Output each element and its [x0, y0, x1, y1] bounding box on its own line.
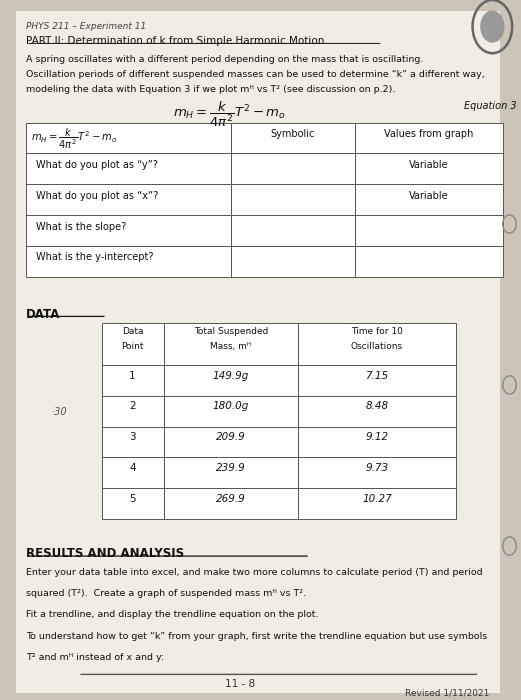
Bar — [164, 488, 298, 519]
Text: Point: Point — [121, 342, 144, 351]
Bar — [355, 122, 503, 153]
Text: To understand how to get “k” from your graph, first write the trendline equation: To understand how to get “k” from your g… — [26, 632, 487, 641]
Bar — [102, 488, 164, 519]
Bar — [298, 426, 456, 457]
Text: 180.0g: 180.0g — [213, 401, 249, 412]
Text: 1: 1 — [129, 370, 136, 381]
Text: 149.9g: 149.9g — [213, 370, 249, 381]
Bar — [164, 457, 298, 488]
Bar — [26, 153, 231, 184]
Text: squared (T²).  Create a graph of suspended mass mᴴ vs T².: squared (T²). Create a graph of suspende… — [26, 589, 306, 598]
Text: A spring oscillates with a different period depending on the mass that is oscill: A spring oscillates with a different per… — [26, 55, 424, 64]
Text: ·30: ·30 — [52, 407, 68, 416]
Text: 2: 2 — [129, 401, 136, 412]
Bar — [26, 246, 231, 276]
Text: Oscillations: Oscillations — [351, 342, 403, 351]
Text: 269.9: 269.9 — [216, 494, 246, 504]
Text: $m_H = \dfrac{k}{4\pi^2}T^2 - m_o$: $m_H = \dfrac{k}{4\pi^2}T^2 - m_o$ — [173, 99, 286, 129]
Text: 4: 4 — [129, 463, 136, 473]
Text: 10.27: 10.27 — [362, 494, 392, 504]
Text: 3: 3 — [129, 432, 136, 442]
Text: 209.9: 209.9 — [216, 432, 246, 442]
Bar — [102, 365, 164, 395]
Text: RESULTS AND ANALYSIS: RESULTS AND ANALYSIS — [26, 547, 184, 560]
Text: 7.15: 7.15 — [366, 370, 389, 381]
Bar — [231, 184, 355, 215]
Bar — [164, 426, 298, 457]
Text: Revised 1/11/2021: Revised 1/11/2021 — [405, 689, 490, 698]
Text: PART II: Determination of k from Simple Harmonic Motion: PART II: Determination of k from Simple … — [26, 36, 325, 46]
Text: Time for 10: Time for 10 — [351, 327, 403, 336]
Bar — [102, 395, 164, 426]
Text: Variable: Variable — [409, 191, 449, 201]
Bar — [231, 153, 355, 184]
Bar — [298, 365, 456, 395]
Text: Total Suspended: Total Suspended — [194, 327, 268, 336]
Bar — [102, 426, 164, 457]
Text: Data: Data — [122, 327, 143, 336]
FancyBboxPatch shape — [16, 10, 500, 693]
Text: 5: 5 — [129, 494, 136, 504]
Bar — [26, 184, 231, 215]
Text: 8.48: 8.48 — [366, 401, 389, 412]
Bar — [298, 457, 456, 488]
Text: Symbolic: Symbolic — [271, 130, 315, 139]
Bar — [298, 488, 456, 519]
Bar — [355, 246, 503, 276]
Bar — [164, 395, 298, 426]
Text: 239.9: 239.9 — [216, 463, 246, 473]
Text: What is the y-intercept?: What is the y-intercept? — [36, 253, 154, 262]
Text: Enter your data table into excel, and make two more columns to calculate period : Enter your data table into excel, and ma… — [26, 568, 482, 577]
Text: What do you plot as “y”?: What do you plot as “y”? — [36, 160, 158, 170]
Text: 9.12: 9.12 — [366, 432, 389, 442]
Bar — [102, 457, 164, 488]
Bar — [231, 215, 355, 246]
Text: Values from graph: Values from graph — [384, 130, 474, 139]
Text: $m_H = \dfrac{k}{4\pi^2}T^2 - m_o$: $m_H = \dfrac{k}{4\pi^2}T^2 - m_o$ — [31, 126, 117, 151]
Bar — [355, 184, 503, 215]
Circle shape — [481, 11, 504, 42]
Text: 11 - 8: 11 - 8 — [225, 679, 255, 689]
Bar — [298, 395, 456, 426]
Bar — [231, 246, 355, 276]
Text: DATA: DATA — [26, 308, 60, 321]
Bar — [231, 122, 355, 153]
Text: Fit a trendline, and display the trendline equation on the plot.: Fit a trendline, and display the trendli… — [26, 610, 318, 619]
Bar — [355, 215, 503, 246]
Bar — [355, 153, 503, 184]
Bar — [102, 323, 164, 365]
Text: Mass, mᴴ: Mass, mᴴ — [210, 342, 252, 351]
Text: What is the slope?: What is the slope? — [36, 222, 127, 232]
Bar — [298, 323, 456, 365]
Text: Variable: Variable — [409, 160, 449, 170]
Text: T² and mᴴ instead of x and y:: T² and mᴴ instead of x and y: — [26, 653, 164, 662]
Bar — [164, 323, 298, 365]
Bar — [26, 215, 231, 246]
Text: modeling the data with Equation 3 if we plot mᴴ vs T² (see discussion on p.2).: modeling the data with Equation 3 if we … — [26, 85, 395, 94]
Text: PHYS 211 – Experiment 11: PHYS 211 – Experiment 11 — [26, 22, 146, 32]
Text: Oscillation periods of different suspended masses can be used to determine “k” a: Oscillation periods of different suspend… — [26, 70, 485, 79]
Text: Equation 3: Equation 3 — [464, 101, 516, 111]
Bar — [164, 365, 298, 395]
Text: 9.73: 9.73 — [366, 463, 389, 473]
Text: What do you plot as “x”?: What do you plot as “x”? — [36, 191, 159, 201]
Bar — [26, 122, 231, 153]
